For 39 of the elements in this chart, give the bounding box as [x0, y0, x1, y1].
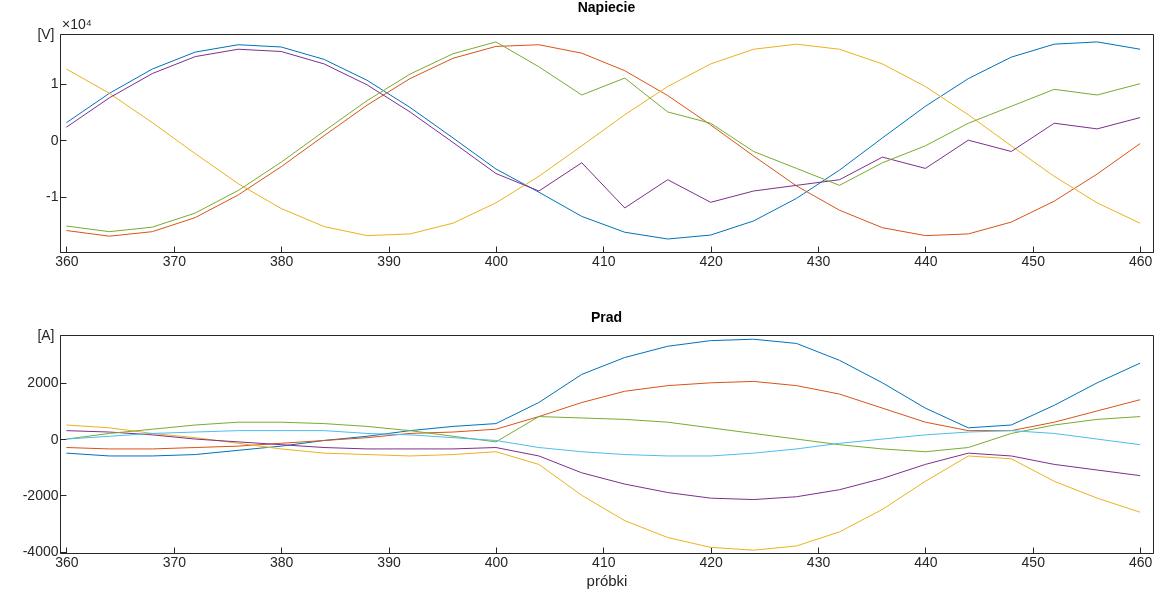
- x-tick-label: 400: [484, 553, 509, 570]
- x-tick-label: 380: [270, 553, 294, 570]
- y-tick-label: -1: [46, 188, 59, 205]
- x-axis-title: próbki: [586, 571, 628, 589]
- line-series: [65, 338, 1141, 457]
- y-axis-title: [A]: [37, 326, 55, 343]
- x-tick-label: 420: [699, 252, 724, 269]
- chart-title: Prad: [590, 309, 623, 325]
- x-tick-label: 460: [1128, 252, 1153, 269]
- x-tick-label: 420: [699, 553, 724, 570]
- x-tick-label: 450: [1021, 553, 1046, 570]
- chart-title: Napiecie: [577, 0, 636, 15]
- x-tick-label: 370: [162, 553, 187, 570]
- x-tick-label: 390: [377, 252, 401, 269]
- y-tick-label: 2000: [27, 374, 59, 391]
- y-tick-label: 0: [50, 430, 59, 447]
- x-tick-label: 360: [55, 252, 79, 269]
- x-tick-label: 410: [592, 553, 616, 570]
- x-tick-label: 390: [377, 553, 401, 570]
- x-tick-label: 380: [270, 252, 294, 269]
- y-tick-label: 1: [50, 75, 59, 92]
- x-tick-label: 430: [806, 252, 831, 269]
- x-tick-label: 410: [592, 252, 616, 269]
- line-series: [65, 430, 1141, 501]
- x-tick-label: 460: [1128, 553, 1153, 570]
- y-axis-title: [V]: [37, 25, 55, 42]
- line-series: [65, 48, 1141, 209]
- x-tick-label: 450: [1021, 252, 1046, 269]
- x-tick-label: 440: [914, 553, 938, 570]
- line-series: [65, 424, 1141, 551]
- x-tick-label: 430: [806, 553, 831, 570]
- x-tick-label: 440: [914, 252, 938, 269]
- line-series: [65, 430, 1141, 457]
- y-tick-label: -2000: [22, 486, 59, 503]
- x-tick-label: 400: [484, 252, 509, 269]
- x-tick-label: 370: [162, 252, 187, 269]
- y-tick-label: 0: [50, 131, 59, 148]
- line-series: [65, 380, 1141, 450]
- text: ×10⁴: [62, 16, 92, 32]
